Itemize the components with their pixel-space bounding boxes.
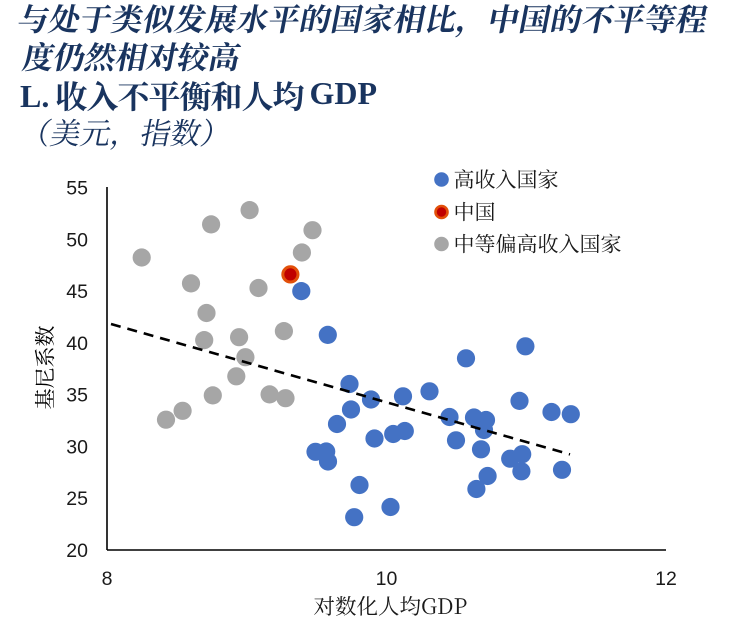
svg-text:10: 10 xyxy=(376,568,398,590)
svg-text:L.: L. xyxy=(20,78,49,114)
svg-text:25: 25 xyxy=(66,488,88,510)
svg-text:50: 50 xyxy=(66,229,88,251)
svg-text:55: 55 xyxy=(66,178,88,200)
svg-text:30: 30 xyxy=(66,436,88,458)
svg-text:12: 12 xyxy=(655,568,677,590)
svg-text:8: 8 xyxy=(102,568,113,590)
svg-text:GDP: GDP xyxy=(310,75,378,111)
svg-text:40: 40 xyxy=(66,333,88,355)
svg-text:20: 20 xyxy=(66,540,88,562)
svg-text:45: 45 xyxy=(66,281,88,303)
svg-text:35: 35 xyxy=(66,385,88,407)
